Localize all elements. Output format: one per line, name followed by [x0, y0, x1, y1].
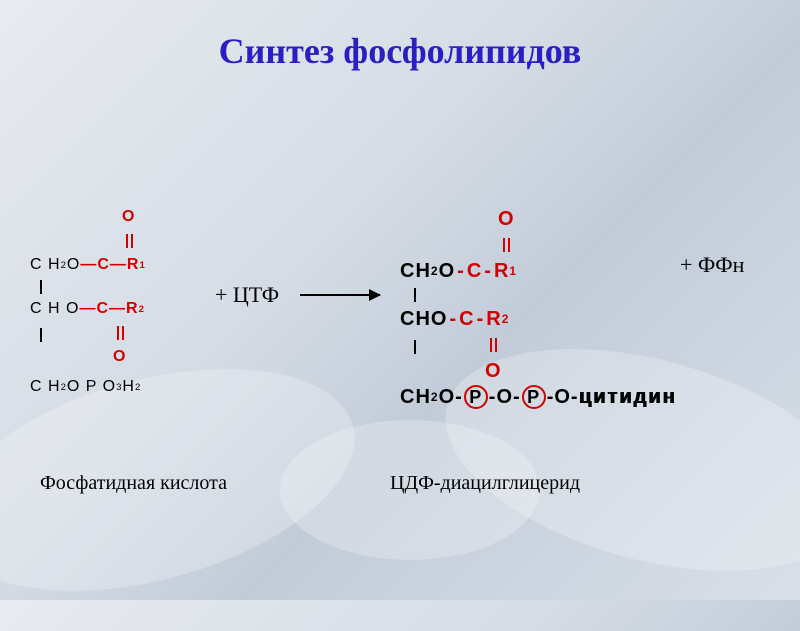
sub: 2 — [135, 382, 141, 393]
atom: O — [67, 256, 80, 274]
atom-o: O — [498, 208, 515, 231]
reaction-diagram: O C H 2 O — C — R 1 C H O — C — R 2 O — [0, 72, 800, 552]
sub: 2 — [139, 304, 145, 315]
cytidine-label: цитидин — [579, 386, 677, 409]
sub: 2 — [431, 390, 439, 404]
bond: - — [457, 260, 465, 283]
page-title: Синтез фосфолипидов — [0, 0, 800, 72]
atom: -O- — [489, 386, 521, 409]
atom-r: R — [486, 308, 501, 331]
atom-r: R — [494, 260, 509, 283]
atom: CHO — [400, 308, 447, 331]
phosphate-ring-2: P — [522, 385, 546, 409]
atom-o: O — [485, 360, 502, 383]
atom: CH — [400, 260, 431, 283]
bond: — — [109, 300, 126, 318]
atom-r: R — [127, 256, 140, 274]
bond: - — [484, 260, 492, 283]
atom: H — [122, 378, 135, 396]
sub: 2 — [502, 312, 510, 326]
byproduct-ppi: + ФФн — [680, 252, 744, 278]
reaction-arrow — [300, 294, 380, 296]
title-text: Синтез фосфолипидов — [219, 31, 582, 71]
atom-o: O — [113, 348, 126, 366]
caption-right: ЦДФ-диацилглицерид — [390, 472, 580, 495]
atom: O P O — [67, 378, 116, 396]
caption-left: Фосфатидная кислота — [40, 472, 227, 495]
molecule-cdp-dag: O CH 2 O - C - R 1 CHO - C - R 2 O — [400, 202, 676, 414]
phosphate-ring-1: P — [464, 385, 488, 409]
atom-c: C — [97, 256, 110, 274]
reagent-ctp: + ЦТФ — [215, 282, 279, 308]
atom: -O- — [547, 386, 579, 409]
bond: — — [79, 300, 96, 318]
bond: — — [80, 256, 97, 274]
atom-c: C — [467, 260, 482, 283]
molecule-phosphatidic-acid: O C H 2 O — C — R 1 C H O — C — R 2 O — [30, 202, 146, 402]
atom-r: R — [126, 300, 139, 318]
sub: 1 — [139, 260, 145, 271]
bond: — — [110, 256, 127, 274]
atom: O — [439, 260, 456, 283]
atom: O- — [439, 386, 463, 409]
bond: - — [477, 308, 485, 331]
atom: C H — [30, 256, 61, 274]
sub: 2 — [431, 264, 439, 278]
atom: CH — [400, 386, 431, 409]
atom-c: C — [459, 308, 474, 331]
atom-o: O — [122, 208, 135, 226]
bond: - — [449, 308, 457, 331]
atom: C H — [30, 378, 61, 396]
atom-c: C — [96, 300, 109, 318]
atom: C H O — [30, 300, 79, 318]
sub: 1 — [509, 264, 517, 278]
